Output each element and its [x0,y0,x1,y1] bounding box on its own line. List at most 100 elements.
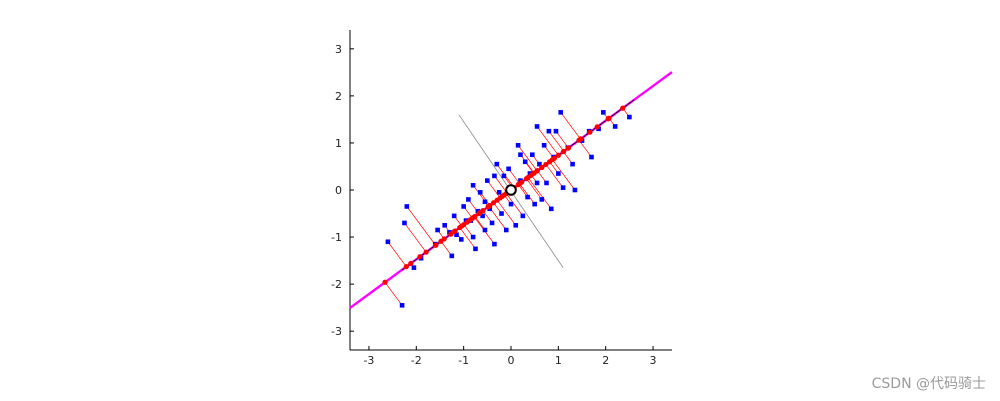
projection-line [560,112,581,140]
projected-point [441,236,447,242]
projected-point [464,219,470,225]
data-point [532,201,537,207]
projection-line [508,168,520,184]
y-tick-label: 2 [335,90,342,103]
projection-line [387,241,407,267]
projected-point [555,152,562,158]
data-point [480,213,485,219]
projection-line [526,178,543,200]
axes-group: -3 -2 -1 0 1 2 3 -3 -2 -1 0 1 2 3 [331,30,672,367]
projection-line [404,222,427,253]
data-point [530,152,535,158]
data-point [553,128,559,134]
projected-point [594,124,600,130]
projection-line [555,130,569,149]
data-point [513,222,519,228]
projected-point [452,228,458,234]
data-point [522,159,528,165]
data-point [492,173,497,179]
y-tick-label: -1 [331,231,342,244]
data-point [451,213,457,219]
mean-point [505,184,517,196]
projected-point [494,197,500,203]
data-point [399,302,405,308]
data-point [572,187,578,193]
projection-line [505,193,524,217]
data-point [534,124,540,129]
data-point [518,152,523,158]
projection-line [527,177,552,210]
x-tick-label: 1 [555,354,562,367]
data-point [525,194,530,200]
projected-point [480,207,486,214]
data-point [470,182,476,188]
projected-points-group [382,105,626,285]
data-point [627,114,632,120]
data-point [534,180,540,186]
projection-line [496,199,517,226]
projected-point [565,145,572,151]
data-point [541,142,547,148]
x-tick-label: 0 [508,354,515,367]
projection-line [536,126,559,156]
x-tick-label: 3 [650,354,657,367]
mean-marker-group [505,184,517,196]
projected-point [606,115,612,121]
data-point [520,213,526,219]
watermark: CSDN @代码骑士 [871,376,986,392]
projected-point [587,129,593,135]
x-tick-label: 2 [602,354,609,367]
projection-line [406,206,436,246]
projected-point [549,157,556,163]
data-point [544,180,549,186]
y-tick-label: 3 [335,43,342,56]
data-point [458,237,464,242]
data-point [477,190,483,195]
projected-point [543,161,549,168]
projection-line [494,175,508,194]
data-point [402,220,407,226]
projected-point [417,254,423,260]
data-point [506,166,511,172]
data-point [492,241,497,247]
data-point [539,197,545,202]
data-point [454,232,459,238]
projection-line [487,180,501,199]
data-point [449,253,455,259]
projection-line [459,227,476,250]
data-point [494,161,500,167]
data-point [546,128,552,134]
projected-point [408,260,414,267]
data-point [442,222,448,228]
data-point [499,211,504,216]
data-point [482,227,488,233]
projected-point [471,214,477,220]
data-point [482,199,488,205]
projected-point [620,105,626,111]
projected-point [576,137,582,143]
projection-line [440,241,453,257]
data-point [558,110,564,115]
projection-line [519,183,535,205]
projected-point [486,203,492,209]
data-point [508,201,514,207]
x-tick-label: -1 [458,354,469,367]
data-point [612,124,618,129]
data-point [411,265,417,270]
data-point [385,239,391,245]
x-tick-label: -2 [411,354,422,367]
data-point [496,190,502,195]
projection-line [548,130,565,152]
projection-line [545,164,564,188]
y-tick-label: 1 [335,137,342,150]
projected-point [560,149,566,155]
projected-point [457,224,463,231]
data-point [548,206,554,212]
data-point [556,171,561,176]
projection-line [552,159,576,191]
projection-line [578,139,592,158]
projected-point [403,264,409,270]
y-tick-label: -3 [331,325,342,338]
y-tick-label: 0 [335,184,342,197]
